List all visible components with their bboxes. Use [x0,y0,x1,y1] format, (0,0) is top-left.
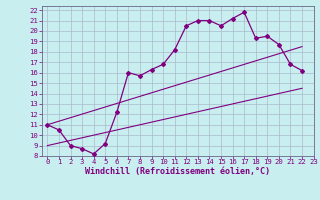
X-axis label: Windchill (Refroidissement éolien,°C): Windchill (Refroidissement éolien,°C) [85,167,270,176]
